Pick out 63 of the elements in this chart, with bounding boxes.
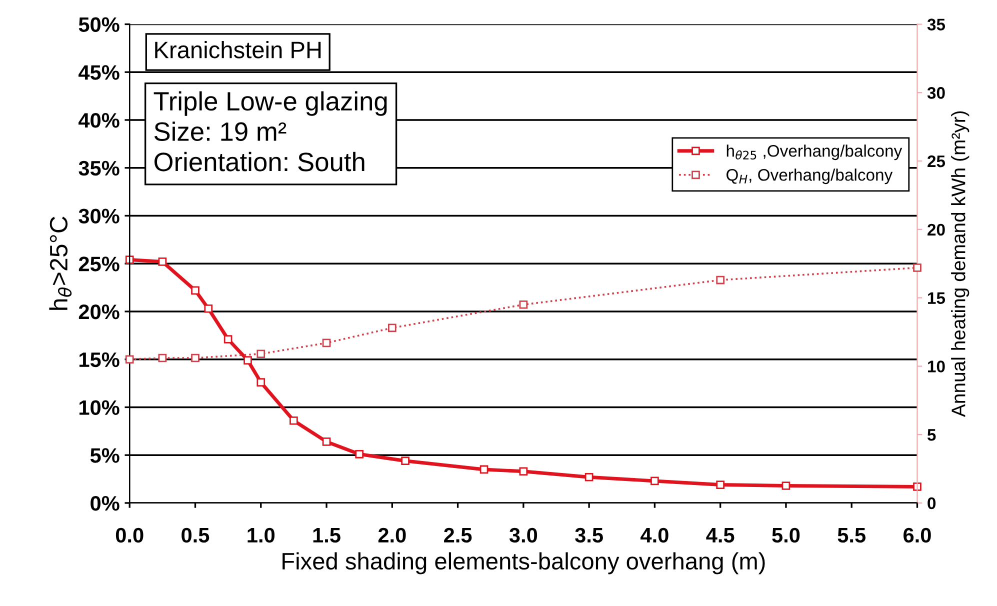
x-tick-label: 4.5 <box>706 528 734 543</box>
x-tick-label: 6.0 <box>904 528 931 543</box>
x-axis-title: Fixed shading elements-balcony overhang (m) <box>282 552 765 574</box>
point <box>191 286 200 295</box>
y2-tick-label: 35 <box>927 18 946 30</box>
point <box>519 467 528 476</box>
y2-tick-label: 0 <box>928 497 936 510</box>
y2-tick-label: 15 <box>928 292 946 304</box>
y-tick-label: 25% <box>78 256 120 272</box>
y2-tick-label: 25 <box>928 155 946 168</box>
y2-tick-label: 10 <box>928 360 945 372</box>
point <box>913 264 922 272</box>
x-tick-label: 2.0 <box>378 528 406 543</box>
y2-axis-title: Annual heating demand kWh (m²yr) <box>951 111 970 418</box>
point <box>782 482 790 490</box>
point <box>519 300 528 309</box>
y2-tick-label: 30 <box>927 87 945 99</box>
y-tick-label: 35% <box>78 160 120 176</box>
y2-tick-label: 20 <box>928 224 945 236</box>
x-tick-label: 4.0 <box>640 528 668 543</box>
y-tick-label: 45% <box>78 65 120 80</box>
x-tick-label: 0.5 <box>182 528 210 543</box>
x-tick-label: 1.0 <box>248 528 275 543</box>
y-axis-title: h$_{θ}$>25°C <box>49 216 72 310</box>
x-tick-label: 5.0 <box>772 528 800 543</box>
y-tick-label: 0% <box>90 496 120 511</box>
x-tick-label: 0.0 <box>116 528 144 543</box>
point <box>388 324 396 332</box>
point <box>401 456 410 466</box>
annotation: Kranichstein PH <box>155 40 321 58</box>
x-tick-label: 5.5 <box>838 528 866 543</box>
point <box>584 472 594 482</box>
y-tick-label: 40% <box>78 112 120 128</box>
y-tick-label: 15% <box>80 352 120 368</box>
point <box>204 304 213 313</box>
y-tick-label: 50% <box>78 17 120 32</box>
point <box>322 438 331 446</box>
point <box>244 356 252 364</box>
point <box>650 476 659 486</box>
y-tick-label: 20% <box>78 304 120 320</box>
y-tick-label: 5% <box>90 448 120 463</box>
legend-label: h$_{θ25}$ ,Overhang/balcony <box>726 144 902 160</box>
x-tick-label: 3.5 <box>575 528 603 543</box>
point <box>480 465 488 474</box>
x-tick-label: 3.0 <box>509 528 538 543</box>
point <box>224 335 232 344</box>
point <box>355 450 364 458</box>
legend-label: Q$_{H}$, Overhang/balcony <box>726 168 893 184</box>
y2-tick-label: 5 <box>927 429 936 441</box>
point <box>716 480 724 489</box>
point <box>256 350 266 358</box>
point <box>256 378 266 387</box>
point <box>158 354 167 362</box>
y-tick-label: 30% <box>78 208 120 224</box>
point <box>716 276 724 284</box>
y-tick-label: 10% <box>80 400 120 415</box>
point <box>322 338 331 348</box>
point <box>191 354 200 362</box>
point <box>158 258 167 266</box>
point <box>290 416 298 425</box>
x-tick-label: 2.5 <box>444 528 472 543</box>
x-tick-label: 1.5 <box>313 528 340 543</box>
annotation: Triple Low-e glazing Size: 19 m² Orientation: South <box>154 91 387 172</box>
